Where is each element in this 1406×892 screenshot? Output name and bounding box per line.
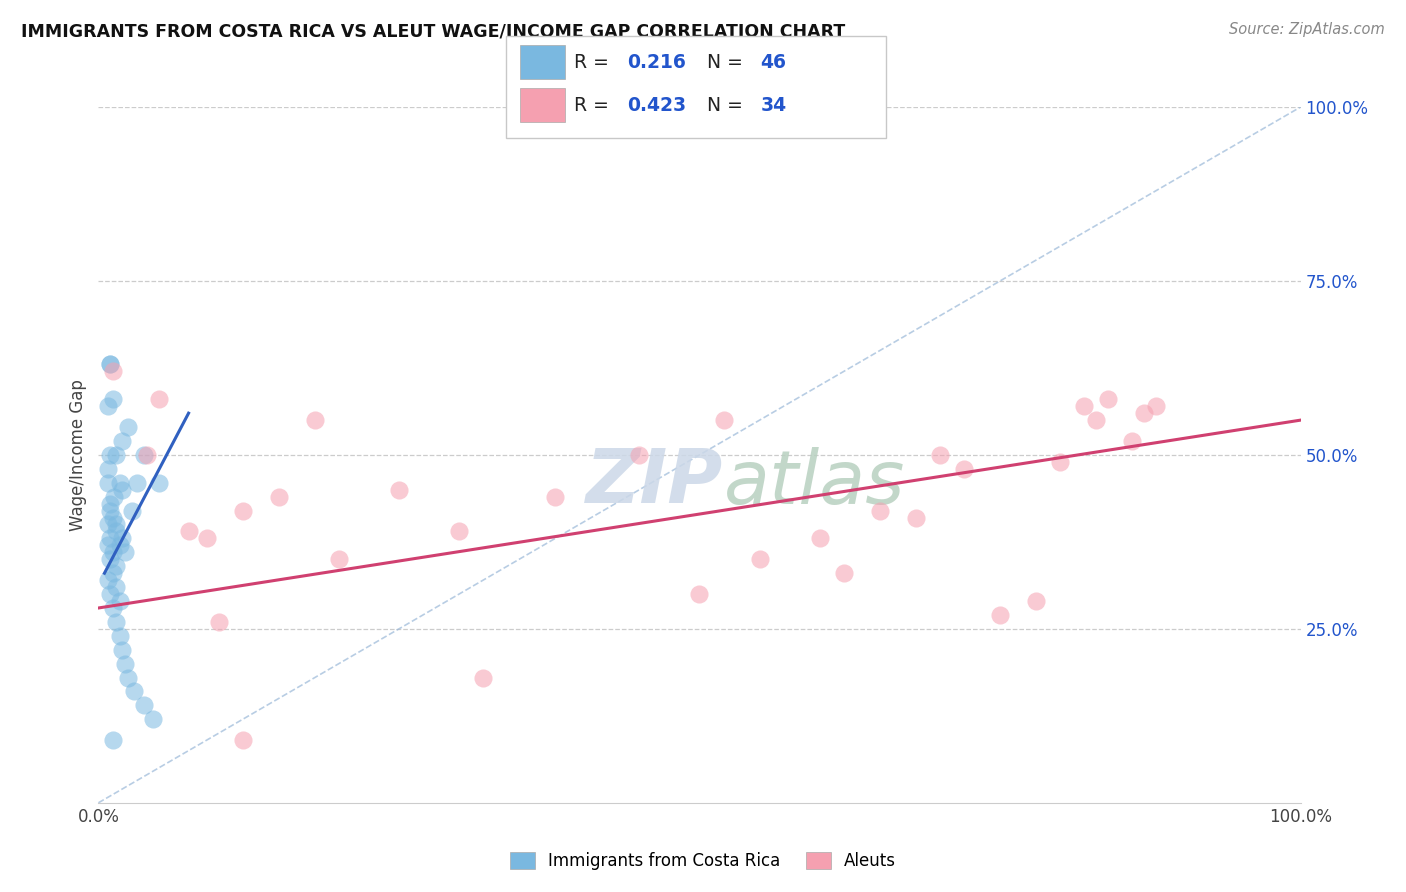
- Point: [141, 712, 163, 726]
- Point: [105, 615, 128, 629]
- Point: [105, 448, 128, 462]
- Point: [904, 510, 927, 524]
- Point: [100, 358, 122, 372]
- Point: [267, 490, 290, 504]
- Text: 46: 46: [761, 53, 786, 72]
- Point: [232, 503, 254, 517]
- Point: [100, 448, 122, 462]
- Point: [125, 475, 148, 490]
- Point: [232, 733, 254, 747]
- Point: [100, 532, 122, 546]
- Point: [97, 573, 120, 587]
- Point: [117, 420, 139, 434]
- Point: [544, 490, 567, 504]
- Text: 0.216: 0.216: [627, 53, 686, 72]
- Point: [124, 684, 146, 698]
- Point: [689, 587, 711, 601]
- Text: atlas: atlas: [724, 447, 905, 519]
- Point: [1133, 406, 1156, 420]
- Text: 34: 34: [761, 95, 787, 115]
- Point: [135, 448, 157, 462]
- Point: [100, 358, 122, 372]
- Point: [328, 552, 350, 566]
- Point: [832, 566, 855, 581]
- Point: [1144, 399, 1167, 413]
- Point: [1025, 594, 1047, 608]
- Point: [195, 532, 218, 546]
- Point: [111, 434, 134, 448]
- Point: [111, 483, 134, 497]
- Point: [101, 733, 124, 747]
- Point: [1085, 413, 1108, 427]
- Point: [97, 517, 120, 532]
- Point: [105, 524, 128, 539]
- Point: [132, 698, 155, 713]
- Point: [108, 475, 131, 490]
- Point: [869, 503, 891, 517]
- Point: [988, 607, 1011, 622]
- Point: [100, 503, 122, 517]
- Point: [100, 497, 122, 511]
- Text: Source: ZipAtlas.com: Source: ZipAtlas.com: [1229, 22, 1385, 37]
- Y-axis label: Wage/Income Gap: Wage/Income Gap: [69, 379, 87, 531]
- Point: [111, 532, 134, 546]
- Point: [208, 615, 231, 629]
- Point: [1049, 455, 1071, 469]
- Point: [100, 587, 122, 601]
- Point: [111, 642, 134, 657]
- Point: [953, 462, 976, 476]
- Point: [447, 524, 470, 539]
- Point: [132, 448, 155, 462]
- Text: ZIP: ZIP: [586, 446, 724, 519]
- Point: [114, 657, 136, 671]
- Point: [101, 601, 124, 615]
- Point: [105, 517, 128, 532]
- Point: [304, 413, 326, 427]
- Point: [928, 448, 950, 462]
- Text: 0.423: 0.423: [627, 95, 686, 115]
- Text: R =: R =: [574, 95, 614, 115]
- Point: [97, 475, 120, 490]
- Point: [713, 413, 735, 427]
- Point: [148, 475, 170, 490]
- Point: [108, 538, 131, 552]
- Point: [177, 524, 200, 539]
- Point: [101, 392, 124, 407]
- Point: [388, 483, 411, 497]
- Point: [748, 552, 770, 566]
- Point: [114, 545, 136, 559]
- Point: [101, 545, 124, 559]
- Point: [628, 448, 651, 462]
- Point: [103, 490, 125, 504]
- Point: [97, 538, 120, 552]
- Point: [108, 629, 131, 643]
- Text: N =: N =: [707, 95, 749, 115]
- Point: [105, 580, 128, 594]
- Text: R =: R =: [574, 53, 614, 72]
- Point: [1097, 392, 1119, 407]
- Legend: Immigrants from Costa Rica, Aleuts: Immigrants from Costa Rica, Aleuts: [503, 845, 903, 877]
- Point: [1073, 399, 1095, 413]
- Point: [808, 532, 831, 546]
- Point: [472, 671, 495, 685]
- Point: [108, 594, 131, 608]
- Point: [117, 671, 139, 685]
- Point: [121, 503, 143, 517]
- Text: IMMIGRANTS FROM COSTA RICA VS ALEUT WAGE/INCOME GAP CORRELATION CHART: IMMIGRANTS FROM COSTA RICA VS ALEUT WAGE…: [21, 22, 845, 40]
- Point: [97, 462, 120, 476]
- Point: [101, 364, 124, 378]
- Point: [97, 399, 120, 413]
- Point: [100, 552, 122, 566]
- Text: N =: N =: [707, 53, 749, 72]
- Point: [105, 559, 128, 574]
- Point: [1121, 434, 1143, 448]
- Point: [148, 392, 170, 407]
- Point: [101, 566, 124, 581]
- Point: [101, 510, 124, 524]
